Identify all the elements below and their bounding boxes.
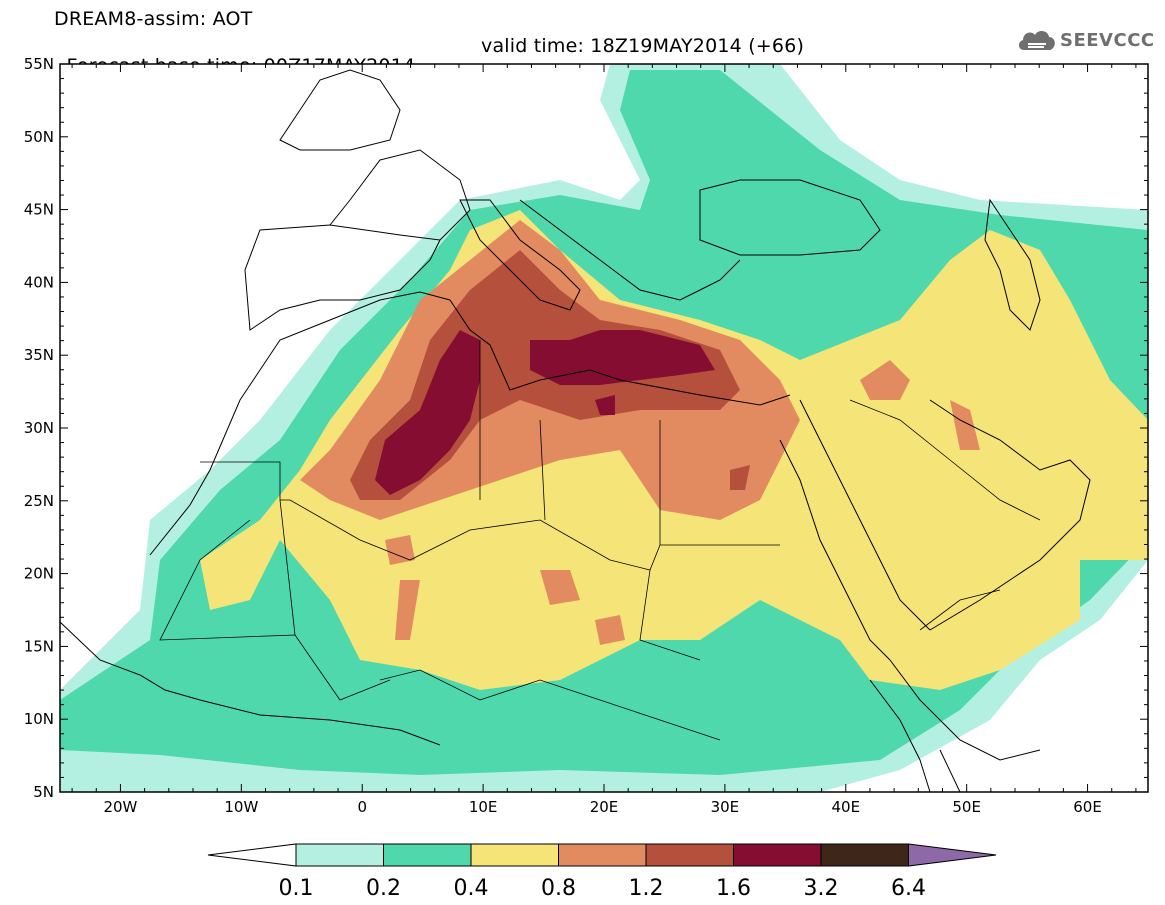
aot-contours xyxy=(60,64,1148,792)
colorbar-level-label: 0.1 xyxy=(279,876,314,901)
coast-north-africa xyxy=(449,299,791,406)
coast-nw-africa xyxy=(149,291,451,556)
map-title: DREAM8-assim: AOT xyxy=(54,8,253,30)
coast-iberia xyxy=(244,224,441,331)
coast-italy xyxy=(459,199,581,311)
coast-horn xyxy=(889,659,1041,792)
colorbar-level-label: 6.4 xyxy=(891,876,926,901)
lat-label: 40N xyxy=(24,273,54,291)
lat-label: 25N xyxy=(24,492,54,510)
lat-label: 20N xyxy=(24,565,54,583)
colorbar-level-label: 3.2 xyxy=(804,876,839,901)
colorbar-level-label: 1.2 xyxy=(629,876,664,901)
colorbar-segment xyxy=(645,843,734,867)
lat-label: 55N xyxy=(24,55,54,73)
axis-ticks xyxy=(60,64,1148,792)
lon-label: 60E xyxy=(1073,798,1102,816)
lon-label: 50E xyxy=(952,798,981,816)
aot-contour-1.6 xyxy=(375,330,715,495)
colorbar-level-label: 0.8 xyxy=(541,876,576,901)
coast-red-sea xyxy=(779,399,931,661)
coast-west-africa xyxy=(60,621,441,746)
coast-black-sea xyxy=(699,179,881,256)
colorbar-segment xyxy=(820,843,909,867)
colorbar: 0.1 0.2 0.4 0.8 1.2 1.6 3.2 6.4 xyxy=(207,843,997,901)
colorbar-segment xyxy=(733,843,822,867)
lon-label: 0 xyxy=(357,798,367,816)
lat-label: 15N xyxy=(24,637,54,655)
lon-label: 40E xyxy=(831,798,860,816)
lat-label: 35N xyxy=(24,346,54,364)
logo-text: SEEVCCC xyxy=(1060,30,1155,51)
border-line xyxy=(479,340,701,661)
lat-label: 30N xyxy=(24,419,54,437)
lat-label: 45N xyxy=(24,201,54,219)
coast-arabia xyxy=(929,399,1091,631)
border-line xyxy=(159,499,391,701)
colorbar-segment xyxy=(470,843,559,867)
lon-label: 10W xyxy=(224,798,258,816)
border-line xyxy=(849,399,1041,631)
colorbar-segment xyxy=(383,843,472,867)
coast-balkans xyxy=(519,199,741,301)
lon-label: 20E xyxy=(590,798,619,816)
lon-label: 20W xyxy=(103,798,137,816)
border-line xyxy=(200,461,780,571)
axis-labels: 55N 50N 45N 40N 35N 30N 25N 20N 15N 10N 5N 20W 10W 0 1… xyxy=(24,55,1102,816)
seevccc-logo: SEEVCCC xyxy=(1016,24,1156,58)
colorbar-segment xyxy=(295,843,384,867)
coast-france xyxy=(329,149,471,241)
coast-uk xyxy=(279,69,401,151)
colorbar-arrow-low xyxy=(207,843,297,867)
coastlines xyxy=(60,69,1091,792)
valid-time: valid time: 18Z19MAY2014 (+66) xyxy=(481,35,805,57)
lat-label: 10N xyxy=(24,710,54,728)
cloud-icon xyxy=(1018,31,1055,50)
colorbar-arrow-high xyxy=(908,843,997,867)
colorbar-segment xyxy=(558,843,647,867)
country-borders xyxy=(159,340,1041,741)
colorbar-level-label: 0.2 xyxy=(366,876,401,901)
colorbar-level-label: 0.4 xyxy=(454,876,489,901)
lat-label: 50N xyxy=(24,128,54,146)
coast-caspian xyxy=(984,198,1041,331)
lon-label: 30E xyxy=(711,798,740,816)
lat-label: 5N xyxy=(33,783,54,801)
lon-label: 10E xyxy=(469,798,498,816)
border-line xyxy=(379,669,721,741)
colorbar-level-label: 1.6 xyxy=(716,876,751,901)
coast-east-africa xyxy=(869,679,931,792)
